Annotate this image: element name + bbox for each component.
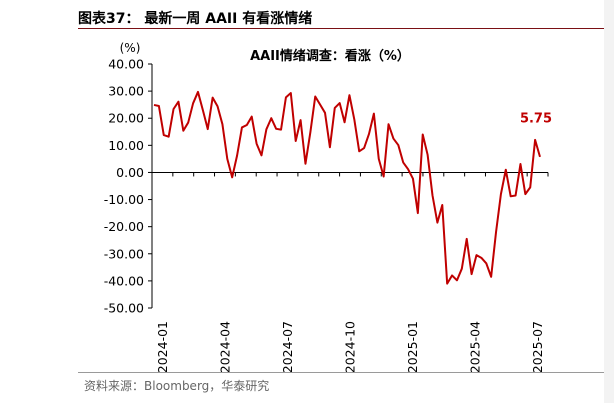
y-tick-label: -40.00 — [104, 273, 144, 288]
x-tick-label: 2024-10 — [343, 321, 358, 373]
x-tick-label: 2025-07 — [530, 321, 545, 373]
adjacent-panel-edge — [604, 0, 614, 403]
series-line — [153, 90, 541, 285]
y-axis: 40.00 30.00 20.00 10.00 0.00 -10.00 -20.00 -30.… — [104, 57, 153, 316]
x-axis: 2024-01 2024-04 2024-07 2024-10 2025-01 2025-… — [151, 171, 549, 373]
y-tick-label: 10.00 — [108, 138, 144, 153]
y-tick-label: 20.00 — [108, 111, 144, 126]
source-divider — [78, 372, 604, 373]
title-divider — [78, 28, 608, 29]
x-tick-label: 2024-01 — [155, 321, 170, 373]
y-tick-label: -20.00 — [104, 219, 144, 234]
y-tick-label: 0.00 — [116, 165, 144, 180]
y-tick-label: -10.00 — [104, 192, 144, 207]
x-tick-label: 2024-04 — [217, 321, 232, 373]
chart-title: AAII情绪调查：看涨（%） — [250, 48, 410, 64]
y-tick-label: 40.00 — [108, 57, 144, 72]
source-note: 资料来源：Bloomberg，华泰研究 — [84, 379, 270, 393]
y-tick-label: -50.00 — [104, 301, 144, 316]
x-tick-label: 2024-07 — [280, 321, 295, 373]
x-tick-label: 2025-01 — [405, 321, 420, 373]
last-value-annotation: 5.75 — [520, 111, 552, 126]
y-axis-unit: (%) — [120, 41, 141, 55]
figure-title: 图表37： 最新一周 AAII 有看涨情绪 — [78, 11, 313, 27]
x-tick-label: 2025-04 — [468, 321, 483, 373]
y-tick-label: 30.00 — [108, 84, 144, 99]
y-tick-label: -30.00 — [104, 246, 144, 261]
series-group — [153, 90, 541, 285]
